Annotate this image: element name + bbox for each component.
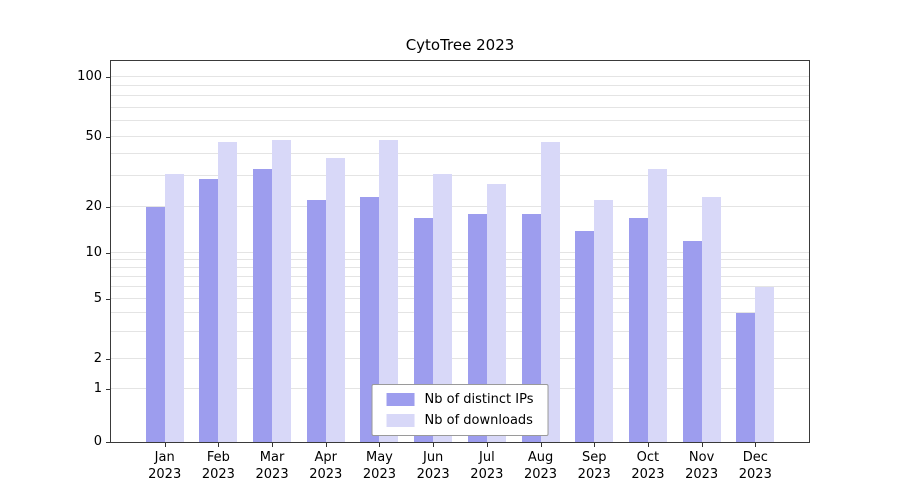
legend-item-distinct-ips: Nb of distinct IPs	[386, 392, 534, 407]
gridline	[111, 258, 809, 260]
x-axis-tick	[755, 443, 757, 447]
bar-downloads	[486, 184, 506, 442]
gridline	[111, 206, 809, 208]
x-axis-tick	[486, 443, 488, 447]
bar-downloads	[218, 141, 238, 442]
x-axis-tick-label: Sep 2023	[577, 450, 611, 482]
x-axis-tick-label: Oct 2023	[631, 450, 665, 482]
gridline	[111, 95, 809, 97]
y-axis-tick	[106, 298, 110, 300]
bar-distinct-ips	[306, 199, 326, 442]
x-axis-tick-label: Dec 2023	[738, 450, 772, 482]
legend-swatch-downloads	[386, 414, 415, 427]
gridline	[111, 285, 809, 287]
x-axis-tick	[379, 443, 381, 447]
x-axis-tick	[325, 443, 327, 447]
gridline	[111, 76, 809, 78]
gridline	[111, 252, 809, 254]
x-axis-tick	[540, 443, 542, 447]
y-axis-tick-label: 20	[85, 199, 102, 215]
legend: Nb of distinct IPs Nb of downloads	[371, 384, 549, 436]
y-axis-tick	[106, 358, 110, 360]
x-axis-tick	[433, 443, 435, 447]
gridline	[111, 357, 809, 359]
bar-downloads	[594, 199, 614, 442]
x-axis-tick-label: Feb 2023	[201, 450, 235, 482]
gridline	[111, 120, 809, 122]
bar-distinct-ips	[360, 196, 380, 442]
x-axis-tick-label: Mar 2023	[255, 450, 289, 482]
bar-distinct-ips	[682, 241, 702, 442]
y-axis-tick-label: 2	[93, 350, 102, 366]
bar-downloads	[325, 157, 345, 442]
bar-distinct-ips	[145, 207, 165, 442]
bar-downloads	[701, 196, 721, 442]
y-axis-tick	[106, 442, 110, 443]
y-axis-tick-label: 1	[93, 381, 102, 397]
bar-downloads	[540, 141, 560, 442]
bar-distinct-ips	[575, 230, 595, 442]
x-axis-tick-label: Jan 2023	[148, 450, 182, 482]
gridline	[111, 266, 809, 268]
x-axis-tick-label: Aug 2023	[523, 450, 558, 482]
x-axis-tick	[647, 443, 649, 447]
bar-downloads	[433, 173, 453, 442]
gridline	[111, 275, 809, 277]
y-axis-tick-label: 10	[85, 245, 102, 261]
bar-downloads	[755, 286, 775, 442]
x-axis-tick	[701, 443, 703, 447]
gridline	[111, 152, 809, 154]
y-axis-tick-label: 5	[93, 290, 102, 306]
y-axis-tick	[106, 77, 110, 78]
legend-item-downloads: Nb of downloads	[386, 413, 534, 428]
gridline	[111, 135, 809, 137]
bar-distinct-ips	[253, 168, 273, 442]
x-axis-tick-label: Nov 2023	[685, 450, 719, 482]
x-axis-tick-label: Jun 2023	[416, 450, 450, 482]
bar-distinct-ips	[736, 313, 756, 442]
x-axis-tick	[164, 443, 166, 447]
x-axis-tick-label: May 2023	[362, 450, 396, 482]
gridline	[111, 175, 809, 177]
x-axis-tick-label: Apr 2023	[309, 450, 343, 482]
gridline	[111, 85, 809, 87]
bar-distinct-ips	[628, 218, 648, 442]
y-axis-tick	[106, 136, 110, 138]
plot-area: Nb of distinct IPs Nb of downloads	[110, 60, 810, 443]
bar-downloads	[164, 173, 184, 442]
legend-label-distinct-ips: Nb of distinct IPs	[424, 392, 534, 407]
gridline	[111, 106, 809, 108]
y-axis-tick-label: 50	[85, 128, 102, 144]
y-axis-tick	[106, 207, 110, 209]
bar-downloads	[379, 139, 399, 442]
gridline	[111, 312, 809, 314]
x-axis-tick-label: Jul 2023	[470, 450, 504, 482]
x-axis-tick	[218, 443, 220, 447]
y-axis-tick-label: 0	[93, 434, 102, 449]
legend-swatch-distinct-ips	[386, 393, 415, 406]
x-axis-tick	[594, 443, 596, 447]
bar-downloads	[272, 139, 292, 442]
bar-downloads	[647, 168, 667, 442]
gridline	[111, 297, 809, 299]
gridline	[111, 331, 809, 333]
y-axis-tick	[106, 253, 110, 255]
y-axis-tick	[106, 389, 110, 391]
bar-distinct-ips	[199, 178, 219, 442]
legend-label-downloads: Nb of downloads	[424, 413, 533, 428]
chart-title: CytoTree 2023	[405, 36, 515, 54]
y-axis-tick-label: 100	[77, 69, 102, 84]
x-axis-tick	[272, 443, 274, 447]
